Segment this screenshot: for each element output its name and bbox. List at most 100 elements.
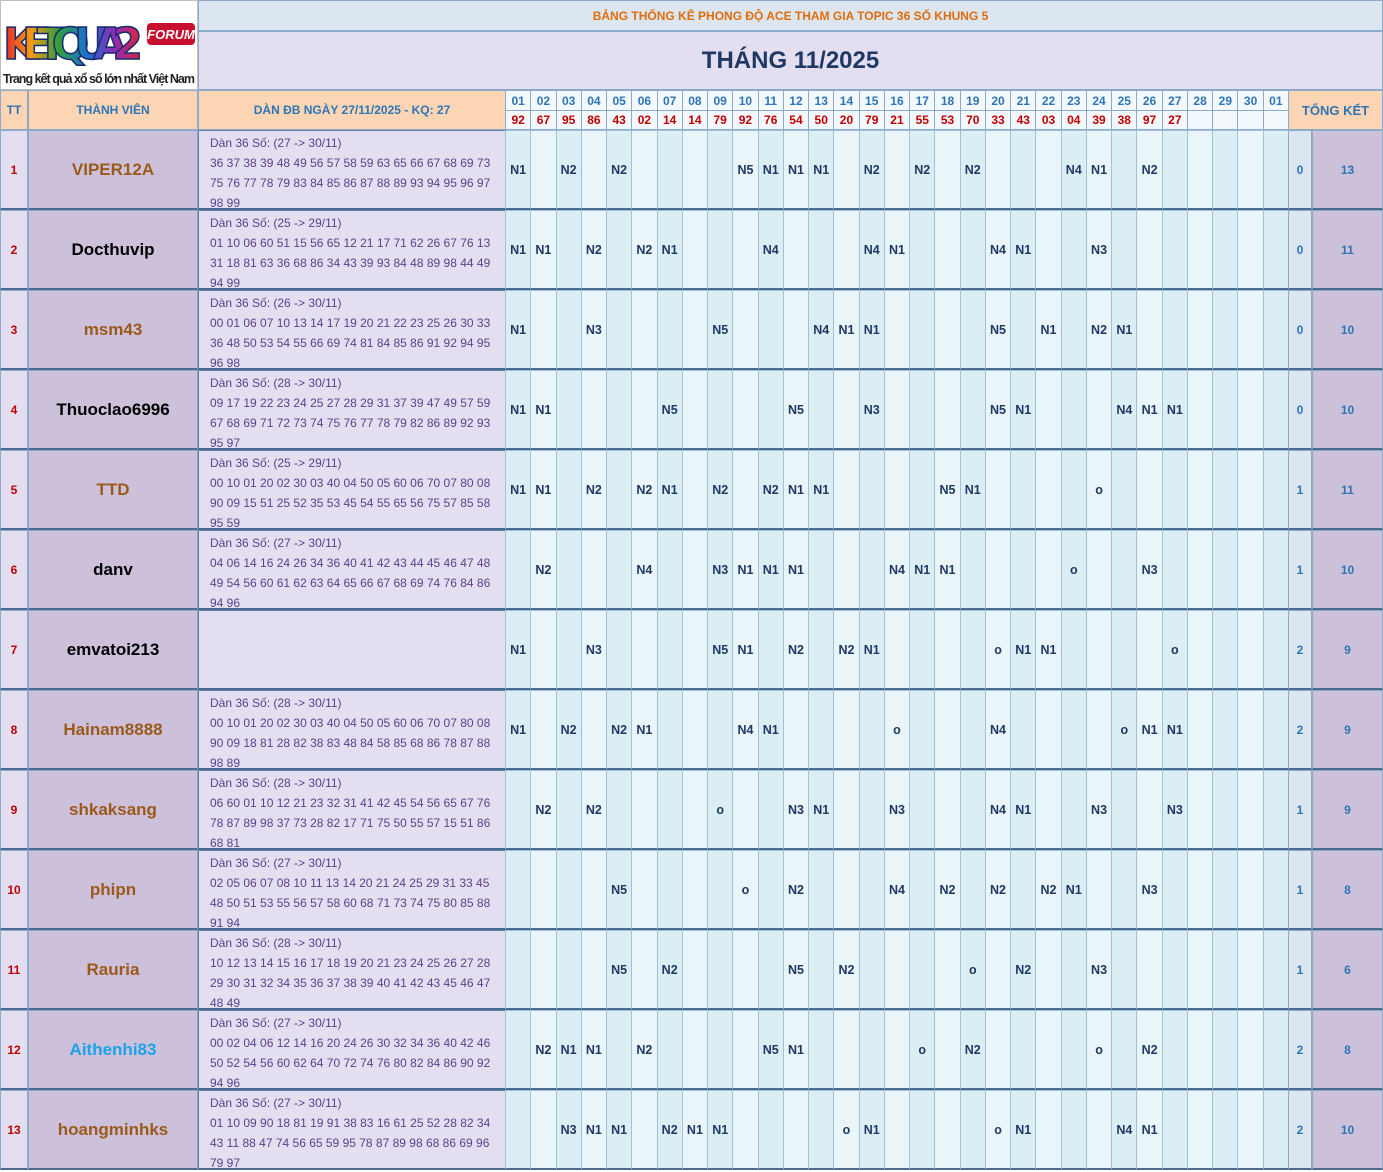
day-cell bbox=[1262, 210, 1289, 290]
day-cell bbox=[1186, 1090, 1214, 1170]
day-cell: N4 bbox=[883, 850, 911, 930]
day-cell: N5 bbox=[606, 930, 633, 1010]
member-name: VIPER12A bbox=[28, 130, 198, 210]
day-result: 79 bbox=[858, 110, 885, 130]
day-cell: N1 bbox=[505, 290, 532, 370]
day-cell bbox=[707, 370, 734, 450]
day-cell bbox=[757, 770, 784, 850]
day-cell bbox=[1085, 530, 1113, 610]
row-number: 8 bbox=[0, 690, 28, 770]
member-numbers: Dàn 36 Số: (27 -> 30/11) 01 10 09 90 18 8… bbox=[198, 1090, 506, 1170]
day-cell bbox=[580, 370, 608, 450]
number-line: 50 52 54 56 60 62 64 70 72 74 76 80 82 8… bbox=[210, 1056, 491, 1070]
day-cell: N3 bbox=[1085, 210, 1113, 290]
day-cell bbox=[909, 210, 936, 290]
total-count: 11 bbox=[1312, 210, 1383, 290]
day-cell bbox=[1035, 1090, 1062, 1170]
day-cell bbox=[681, 370, 709, 450]
day-label: 20 bbox=[984, 90, 1012, 111]
number-line: 94 96 bbox=[210, 596, 241, 610]
row-number: 13 bbox=[0, 1090, 28, 1170]
row-number: 7 bbox=[0, 610, 28, 690]
day-cell bbox=[1237, 770, 1264, 850]
number-line: 36 48 50 53 54 55 66 69 74 81 84 85 86 9… bbox=[210, 336, 491, 350]
day-cell bbox=[934, 930, 961, 1010]
o-count: 1 bbox=[1288, 770, 1312, 850]
day-cell: N2 bbox=[530, 770, 557, 850]
day-cell bbox=[984, 130, 1012, 210]
day-label: 27 bbox=[1161, 90, 1188, 111]
day-cell: N1 bbox=[505, 130, 532, 210]
number-line: 00 02 04 06 12 14 16 20 24 26 30 32 34 3… bbox=[210, 1036, 491, 1050]
day-cell: N1 bbox=[934, 530, 961, 610]
day-cell: N1 bbox=[555, 1010, 582, 1090]
member-name: msm43 bbox=[28, 290, 198, 370]
day-cell bbox=[1212, 210, 1239, 290]
day-cell bbox=[833, 210, 860, 290]
day-cell bbox=[1212, 450, 1239, 530]
day-cell bbox=[1161, 130, 1188, 210]
day-cell bbox=[1035, 450, 1062, 530]
day-cell: N2 bbox=[555, 130, 582, 210]
day-label: 15 bbox=[858, 90, 885, 111]
number-line: 36 37 38 39 48 49 56 57 58 59 63 65 66 6… bbox=[210, 156, 491, 170]
number-line: 94 99 bbox=[210, 276, 241, 290]
day-cell: o bbox=[959, 930, 986, 1010]
day-cell bbox=[1237, 610, 1264, 690]
day-cell bbox=[1010, 690, 1037, 770]
day-cell: N5 bbox=[707, 610, 734, 690]
day-label: 02 bbox=[530, 90, 557, 111]
day-label: 25 bbox=[1111, 90, 1138, 111]
day-cell bbox=[833, 370, 860, 450]
day-cell bbox=[909, 850, 936, 930]
day-cell bbox=[959, 370, 986, 450]
day-cell bbox=[505, 1090, 532, 1170]
day-cell bbox=[1060, 450, 1087, 530]
day-cell: N2 bbox=[757, 450, 784, 530]
day-cell: N1 bbox=[1010, 370, 1037, 450]
day-cell: N1 bbox=[808, 130, 835, 210]
day-cell: N3 bbox=[782, 770, 810, 850]
day-cell bbox=[1186, 210, 1214, 290]
day-label: 30 bbox=[1237, 90, 1264, 111]
day-cell: N1 bbox=[757, 690, 784, 770]
day-cell bbox=[1035, 530, 1062, 610]
day-cell: N2 bbox=[909, 130, 936, 210]
day-label: 29 bbox=[1212, 90, 1239, 111]
day-cell bbox=[1262, 370, 1289, 450]
day-cell: N2 bbox=[782, 850, 810, 930]
day-cell bbox=[1161, 210, 1188, 290]
day-cell bbox=[631, 770, 658, 850]
day-cell: N2 bbox=[580, 770, 608, 850]
day-result: 67 bbox=[530, 110, 557, 130]
day-cell bbox=[833, 690, 860, 770]
day-cell: N1 bbox=[505, 450, 532, 530]
day-cell bbox=[707, 130, 734, 210]
day-cell bbox=[833, 450, 860, 530]
day-result: 39 bbox=[1085, 110, 1113, 130]
day-label: 11 bbox=[757, 90, 784, 111]
day-cell bbox=[732, 930, 759, 1010]
number-line: 09 17 19 22 23 24 25 27 28 29 31 37 39 4… bbox=[210, 396, 491, 410]
total-count: 9 bbox=[1312, 610, 1383, 690]
day-cell bbox=[1262, 450, 1289, 530]
day-cell bbox=[1111, 850, 1138, 930]
day-label: 05 bbox=[606, 90, 633, 111]
day-cell bbox=[808, 210, 835, 290]
day-cell bbox=[555, 930, 582, 1010]
day-cell: N4 bbox=[1060, 130, 1087, 210]
day-cell bbox=[808, 370, 835, 450]
day-cell bbox=[984, 930, 1012, 1010]
day-result: 33 bbox=[984, 110, 1012, 130]
day-cell: o bbox=[1111, 690, 1138, 770]
day-cell bbox=[883, 450, 911, 530]
day-cell: N2 bbox=[984, 850, 1012, 930]
day-cell bbox=[656, 690, 683, 770]
logo-badge: FORUM bbox=[147, 27, 196, 42]
row-number: 6 bbox=[0, 530, 28, 610]
day-cell bbox=[555, 770, 582, 850]
day-cell bbox=[934, 1010, 961, 1090]
day-cell: N1 bbox=[808, 450, 835, 530]
day-label: 21 bbox=[1010, 90, 1037, 111]
day-cell bbox=[1010, 290, 1037, 370]
